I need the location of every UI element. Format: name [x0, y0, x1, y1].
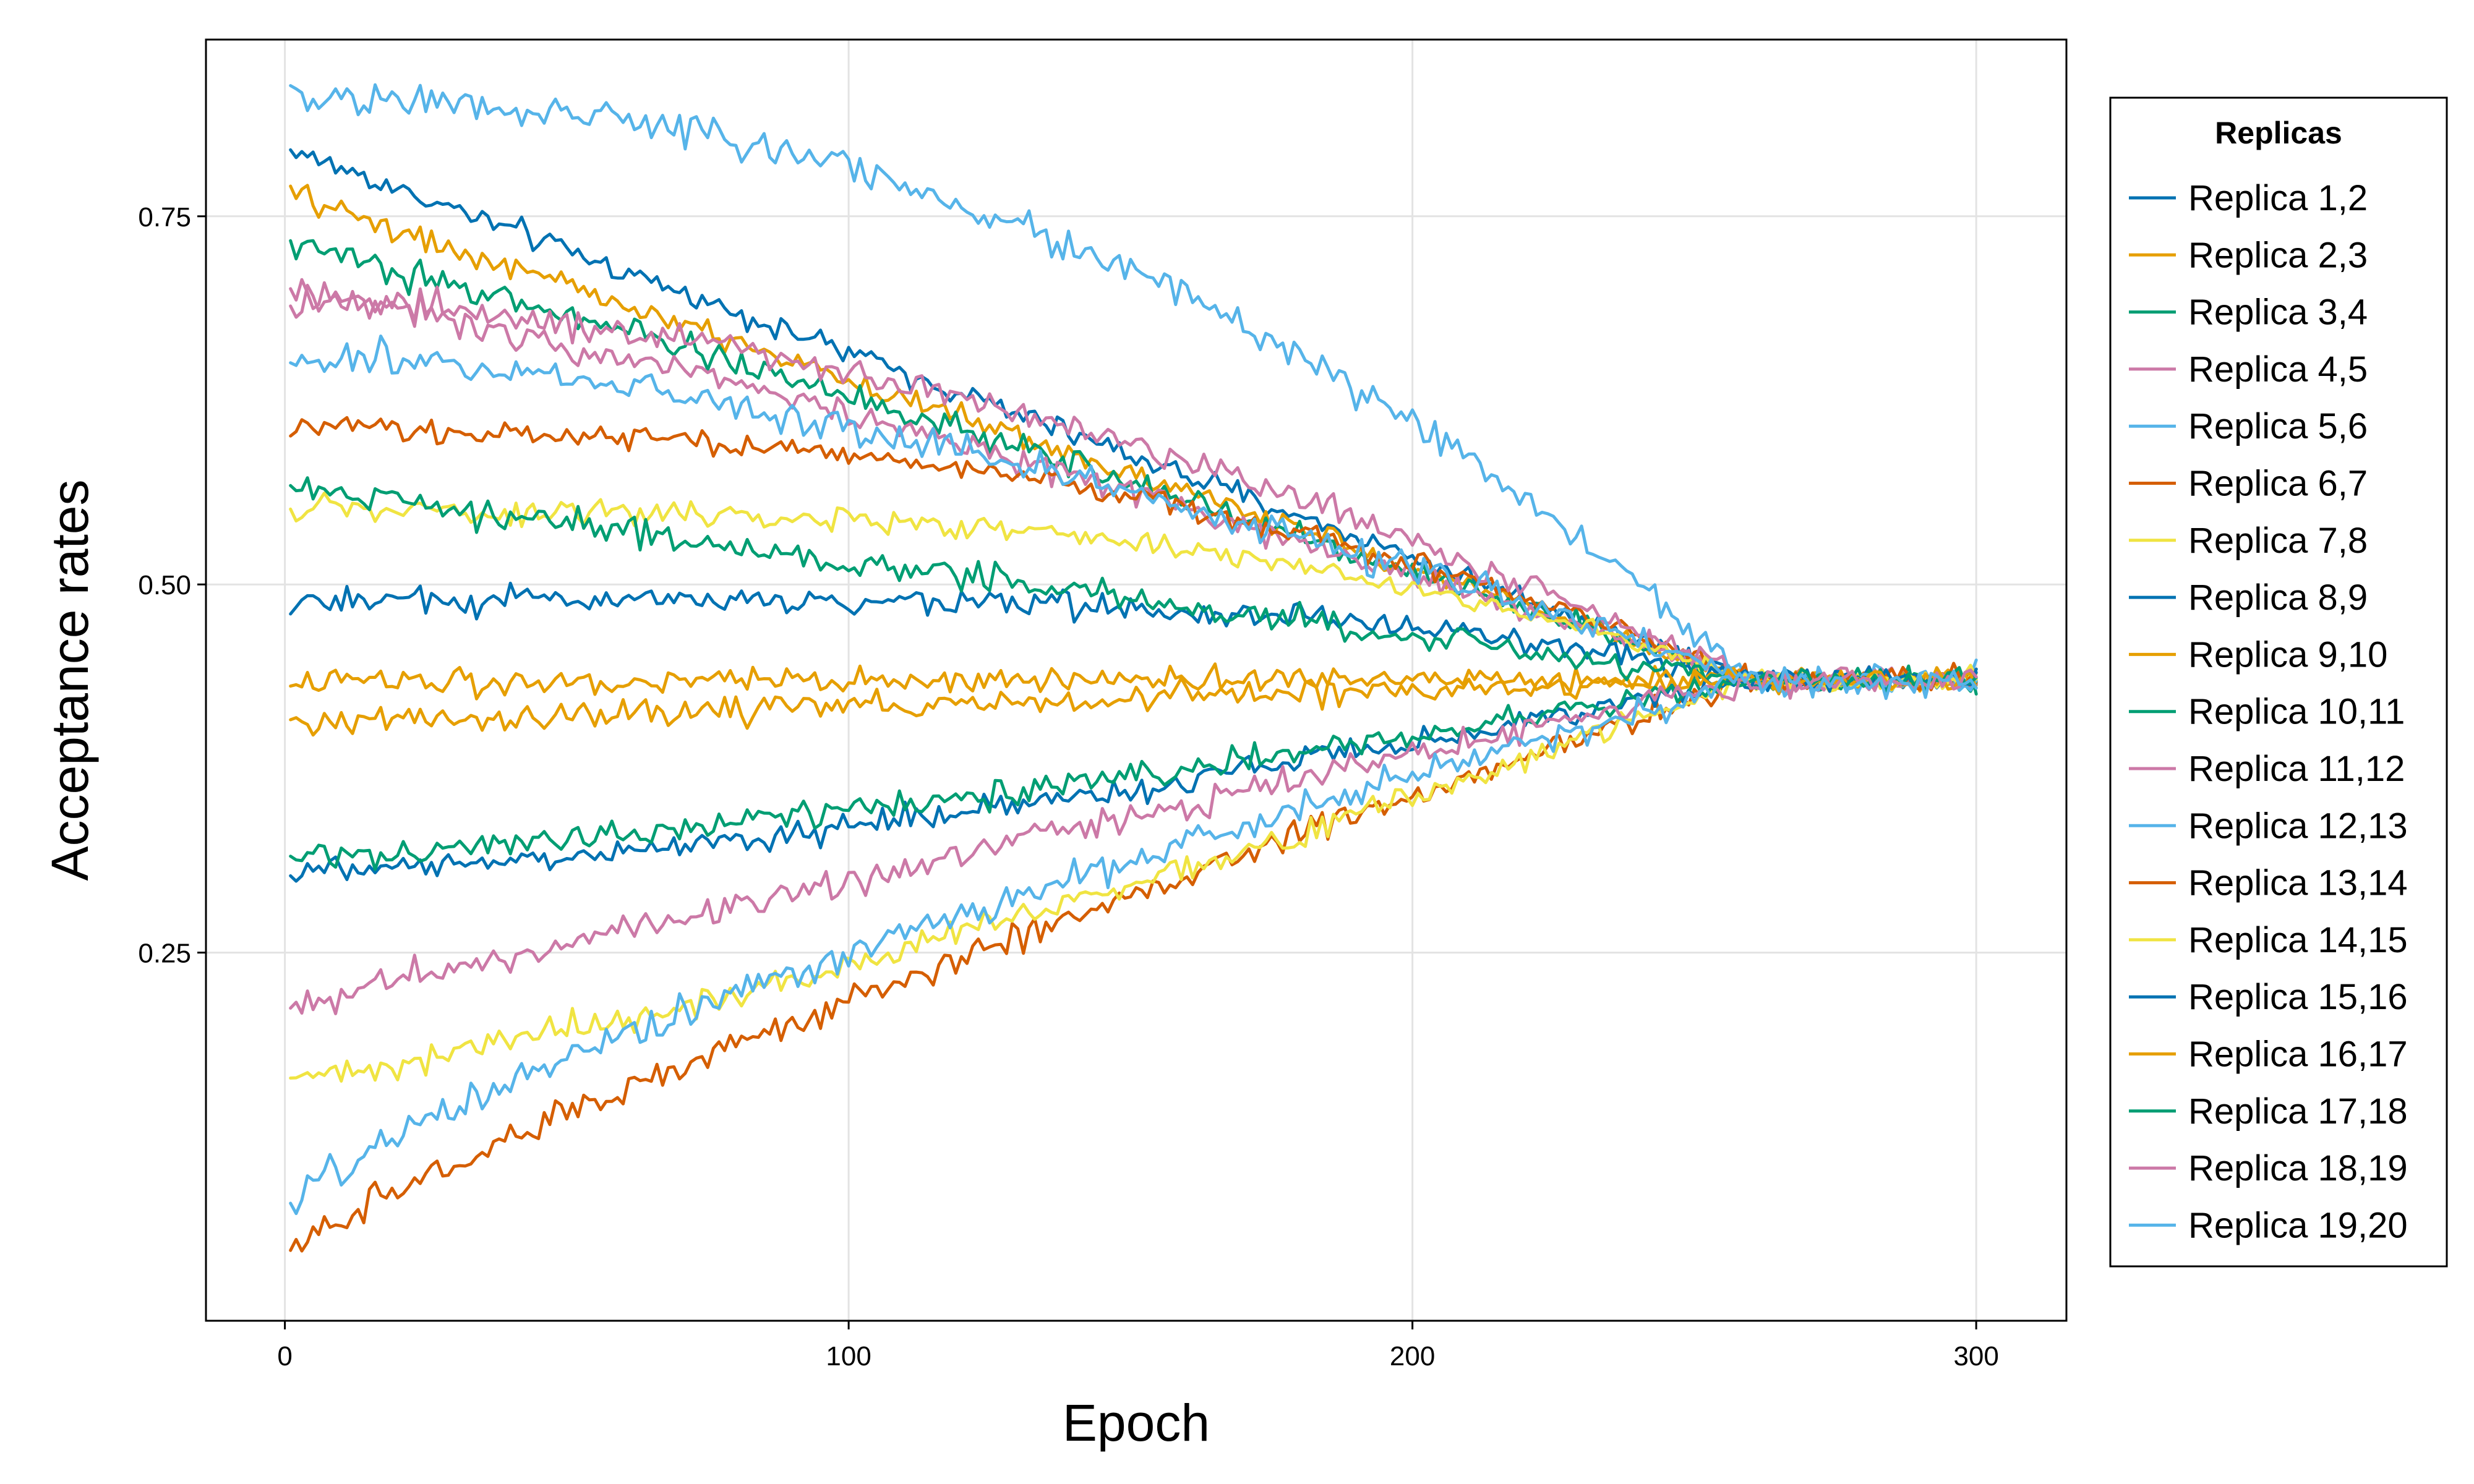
legend-label-4: Replica 4,5 [2188, 349, 2368, 390]
legend-label-13: Replica 13,14 [2188, 863, 2408, 903]
series-line-9 [289, 662, 1978, 701]
y-axis-ticks: 0.25 0.50 0.75 [138, 202, 206, 969]
legend-label-5: Replica 5,6 [2188, 406, 2368, 446]
legend: Replicas Replica 1,2 Replica 2,3 Replica 3… [2109, 96, 2448, 1268]
legend-label-2: Replica 2,3 [2188, 235, 2368, 275]
y-tick-label: 0.50 [138, 570, 191, 600]
legend-title: Replicas [2215, 116, 2342, 150]
legend-label-6: Replica 6,7 [2188, 464, 2368, 504]
y-tick-label: 0.25 [138, 939, 191, 969]
legend-label-11: Replica 11,12 [2188, 749, 2405, 789]
legend-label-15: Replica 15,16 [2188, 977, 2408, 1017]
x-axis-ticks: 0 100 200 300 [277, 1321, 1999, 1371]
legend-label-14: Replica 14,15 [2188, 920, 2408, 960]
series-lines [289, 83, 1978, 1253]
legend-label-12: Replica 12,13 [2188, 806, 2408, 846]
legend-label-1: Replica 1,2 [2188, 178, 2368, 218]
plot-frame [205, 38, 2068, 1322]
legend-label-19: Replica 19,20 [2188, 1205, 2408, 1245]
legend-label-7: Replica 7,8 [2188, 521, 2368, 561]
x-tick-label: 100 [826, 1341, 871, 1371]
legend-items: Replica 1,2 Replica 2,3 Replica 3,4 Replica… [2129, 178, 2408, 1245]
series-line-5 [289, 83, 1978, 699]
series-line-17 [289, 666, 1978, 871]
legend-label-18: Replica 18,19 [2188, 1148, 2408, 1188]
legend-label-3: Replica 3,4 [2188, 292, 2368, 333]
x-tick-label: 200 [1390, 1341, 1435, 1371]
legend-label-16: Replica 16,17 [2188, 1034, 2408, 1075]
series-line-16 [289, 666, 1978, 737]
x-tick-label: 300 [1953, 1341, 1998, 1371]
y-axis-label: Acceptance rates [41, 479, 99, 881]
x-tick-label: 0 [277, 1341, 292, 1371]
series-line-6 [289, 416, 1978, 693]
legend-box [2109, 96, 2448, 1268]
series-line-13 [289, 662, 1978, 1253]
x-axis-label: Epoch [1063, 1394, 1210, 1452]
series-line-12 [289, 335, 1978, 698]
legend-label-9: Replica 9,10 [2188, 634, 2387, 675]
legend-label-17: Replica 17,18 [2188, 1091, 2408, 1132]
legend-label-10: Replica 10,11 [2188, 692, 2405, 732]
series-line-18 [289, 668, 1978, 1015]
y-tick-label: 0.75 [138, 202, 191, 232]
legend-label-8: Replica 8,9 [2188, 578, 2368, 618]
series-line-19 [289, 666, 1978, 1216]
series-line-10 [289, 476, 1978, 693]
